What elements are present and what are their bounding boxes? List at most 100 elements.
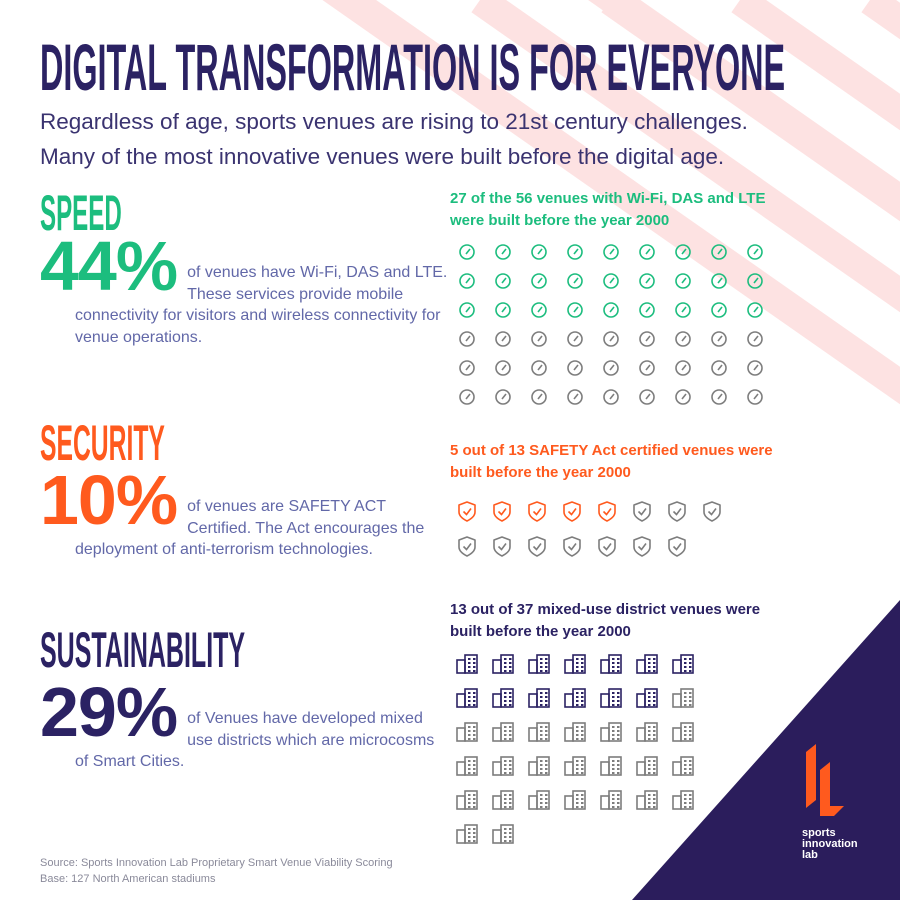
icon [603, 331, 619, 347]
icon [531, 331, 547, 347]
note: 13 out of 37 mixed-use district venues w… [450, 601, 761, 640]
icon [668, 501, 686, 522]
icon [672, 654, 694, 674]
logo-text: lab [802, 849, 818, 861]
icon [456, 654, 478, 674]
icon [603, 273, 619, 289]
icon [567, 244, 583, 260]
icon [531, 273, 547, 289]
icon [636, 756, 658, 776]
icon [528, 722, 550, 742]
logo-text: innovation [802, 838, 858, 850]
icon [598, 536, 616, 557]
icon [747, 244, 763, 260]
icon [672, 688, 694, 708]
icon [600, 756, 622, 776]
icon [564, 756, 586, 776]
base: Base: 127 North American stadiums [40, 873, 216, 885]
icon [598, 501, 616, 522]
icon [567, 273, 583, 289]
icon [711, 244, 727, 260]
icon [528, 654, 550, 674]
description-text: of venues have Wi-Fi, DAS and LTE. These… [75, 264, 448, 346]
icon [600, 688, 622, 708]
icon [603, 389, 619, 405]
icon [528, 501, 546, 522]
icon [636, 722, 658, 742]
icon [747, 273, 763, 289]
section-label: SUSTAINABILITY [40, 622, 246, 678]
icon [492, 790, 514, 810]
icon [639, 302, 655, 318]
icon [563, 501, 581, 522]
icon [639, 360, 655, 376]
icon [672, 756, 694, 776]
icon [672, 722, 694, 742]
title: DIGITAL TRANSFORMATION IS FOR EVERYONE [40, 30, 786, 104]
icon-grid [458, 501, 721, 557]
icon [459, 244, 475, 260]
description: 10% of venues are SAFETY ACT Certified. T… [40, 465, 450, 561]
icon [456, 688, 478, 708]
icon [639, 244, 655, 260]
icon [456, 756, 478, 776]
icon [495, 273, 511, 289]
icon [459, 389, 475, 405]
icon [675, 360, 691, 376]
section-label: SPEED [40, 185, 122, 241]
icon [528, 756, 550, 776]
icon [600, 722, 622, 742]
icon [675, 331, 691, 347]
note: 27 of the 56 venues with Wi-Fi, DAS and … [450, 190, 766, 229]
icon [603, 360, 619, 376]
icon [567, 389, 583, 405]
icon [459, 302, 475, 318]
icon [703, 501, 721, 522]
icon [564, 790, 586, 810]
icon [603, 244, 619, 260]
icon [564, 654, 586, 674]
icon [675, 389, 691, 405]
icon [528, 790, 550, 810]
icon [639, 331, 655, 347]
icon [639, 389, 655, 405]
icon [639, 273, 655, 289]
icon [567, 331, 583, 347]
icon [495, 389, 511, 405]
icon [531, 302, 547, 318]
icon [711, 331, 727, 347]
icon-grids [456, 244, 763, 844]
icon [493, 501, 511, 522]
stat: 29% [40, 673, 178, 751]
stripes [322, 0, 900, 405]
subtitle: Regardless of age, sports venues are ris… [40, 109, 748, 134]
icon [528, 536, 546, 557]
subtitle: Many of the most innovative venues were … [40, 144, 725, 169]
icon [636, 790, 658, 810]
icon [495, 302, 511, 318]
icon [567, 360, 583, 376]
icon [528, 688, 550, 708]
icon [600, 654, 622, 674]
icon [456, 824, 478, 844]
icon [459, 273, 475, 289]
note: 5 out of 13 SAFETY Act certified venues … [450, 442, 773, 481]
icon [747, 389, 763, 405]
icon [633, 536, 651, 557]
icon [711, 389, 727, 405]
icon [711, 273, 727, 289]
icon [563, 536, 581, 557]
icon [675, 273, 691, 289]
icon [633, 501, 651, 522]
icon [747, 302, 763, 318]
icon [531, 360, 547, 376]
icon-grid [459, 244, 763, 405]
icon [495, 360, 511, 376]
icon [492, 756, 514, 776]
icon [564, 688, 586, 708]
icon [600, 790, 622, 810]
icon [675, 244, 691, 260]
icon-grid [456, 654, 694, 844]
icon [668, 536, 686, 557]
